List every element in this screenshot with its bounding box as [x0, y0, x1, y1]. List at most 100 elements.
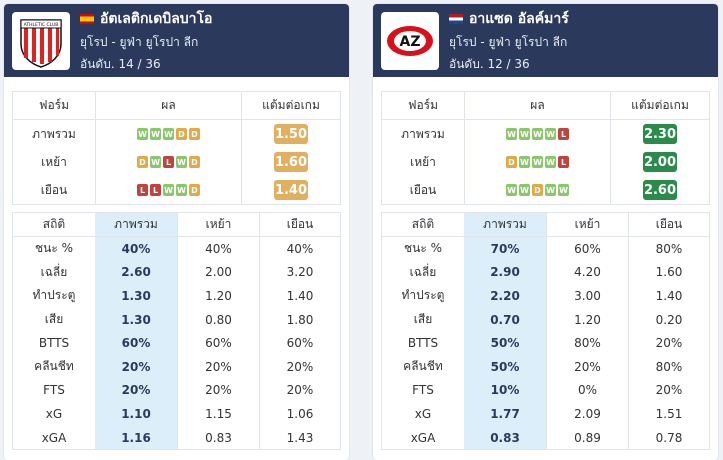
stat-value: 20% [177, 378, 259, 403]
stats-row: xG 1.10 1.15 1.06 [13, 402, 340, 426]
team-card-home: ATHLETIC CLUB อัตเลติกเดบิลบาโอ ยุโรป - … [4, 4, 349, 460]
stat-label: xGA [41, 430, 67, 445]
stat-value: 80% [546, 331, 628, 355]
stat-label: xG [414, 406, 432, 421]
form-header: ฟอร์ม [38, 98, 70, 112]
ppg-badge: 2.60 [643, 180, 677, 200]
stat-value: 0.83 [464, 425, 546, 450]
league-name[interactable]: ยุโรป - ยูฟ่า ยูโรปา ลีก [449, 34, 568, 49]
stats-header-cell: สถิติ [42, 217, 66, 231]
stats-row: คลีนชีท 20% 20% 20% [13, 354, 340, 379]
stat-label: เฉลี่ย [409, 264, 437, 279]
stats-row: xGA 0.83 0.89 0.78 [382, 425, 709, 450]
ppg-badge: 1.60 [274, 152, 308, 172]
league-name[interactable]: ยุโรป - ยูฟ่า ยูโรปา ลีก [80, 34, 199, 49]
ppg-badge: 1.50 [274, 124, 308, 144]
stat-value: 60% [177, 331, 259, 355]
stat-value: 20% [628, 378, 709, 403]
team-name[interactable]: อัตเลติกเดบิลบาโอ [100, 10, 213, 27]
stat-value: 20% [628, 331, 709, 355]
form-row-label: เยือน [40, 182, 68, 197]
result-pill: W [532, 128, 543, 140]
stats-row: ชนะ % 40% 40% 40% [13, 237, 340, 261]
stat-value: 2.90 [464, 260, 546, 285]
ppg-badge: 2.00 [643, 152, 677, 172]
team-logo-athletic-club[interactable]: ATHLETIC CLUB [12, 11, 70, 70]
result-pill: D [176, 128, 187, 140]
result-header: ผล [464, 92, 611, 119]
stats-row: FTS 20% 20% 20% [13, 378, 340, 403]
stat-value: 1.10 [95, 402, 177, 426]
stat-value: 20% [259, 354, 340, 379]
stat-value: 1.20 [177, 284, 259, 308]
stat-value: 1.80 [259, 307, 340, 332]
stat-label: คลีนชีท [403, 359, 443, 374]
stat-label: xG [45, 406, 63, 421]
stat-value: 1.20 [546, 307, 628, 332]
stats-row: ทำประตู 1.30 1.20 1.40 [13, 284, 340, 308]
stat-value: 1.51 [628, 402, 709, 426]
svg-text:AZ: AZ [400, 34, 421, 50]
result-pill: D [532, 184, 543, 196]
team-header: ATHLETIC CLUB อัตเลติกเดบิลบาโอ ยุโรป - … [4, 4, 349, 77]
stat-label: เสีย [44, 312, 64, 327]
stat-value: 3.00 [546, 284, 628, 308]
stat-value: 20% [177, 354, 259, 379]
result-pill: W [137, 128, 148, 140]
result-pill: W [545, 184, 556, 196]
team-rank: อันดับ. 14 / 36 [80, 56, 161, 71]
stat-value: 50% [464, 331, 546, 355]
result-pill: L [150, 184, 161, 196]
stats-row: FTS 10% 0% 20% [382, 378, 709, 403]
result-pill: L [558, 156, 569, 168]
team-name[interactable]: อาแซด อัลค์มาร์ [469, 10, 569, 27]
result-pill: W [519, 184, 530, 196]
stat-value: 2.60 [95, 260, 177, 285]
az-crest-icon: AZ [387, 25, 433, 56]
result-pill: W [176, 156, 187, 168]
stat-value: 1.30 [95, 307, 177, 332]
team-logo-az-alkmaar[interactable]: AZ [381, 11, 439, 70]
stats-row: ชนะ % 70% 60% 80% [382, 237, 709, 261]
team-rank: อันดับ. 12 / 36 [449, 56, 530, 71]
stat-label: ชนะ % [34, 241, 73, 256]
stat-value: 60% [259, 331, 340, 355]
form-row-label: เหย้า [410, 154, 436, 169]
stats-row: xG 1.77 2.09 1.51 [382, 402, 709, 426]
result-header: ผล [95, 92, 242, 119]
stats-header-cell: สถิติ [411, 217, 435, 231]
stat-value: 0.80 [177, 307, 259, 332]
stat-value: 20% [259, 378, 340, 403]
form-row-label: เหย้า [41, 154, 67, 169]
stats-header-cell: ภาพรวม [95, 213, 177, 236]
ppg-header: แต้มต่อเกม [262, 98, 320, 112]
stats-table: สถิติ ภาพรวม เหย้า เยือน ชนะ % 70% 60% 80% เฉลี่… [381, 212, 710, 451]
stat-label: คลีนชีท [34, 359, 74, 374]
stats-row: เฉลี่ย 2.90 4.20 1.60 [382, 260, 709, 285]
stats-header-cell: เยือน [628, 213, 709, 236]
result-pill: D [189, 156, 200, 168]
result-pill: W [163, 184, 174, 196]
stats-row: ทำประตู 2.20 3.00 1.40 [382, 284, 709, 308]
stats-header-cell: เหย้า [546, 213, 628, 236]
stat-label: ชนะ % [403, 241, 442, 256]
stats-header-cell: ภาพรวม [464, 213, 546, 236]
result-pill: L [137, 184, 148, 196]
stat-value: 0.78 [628, 425, 709, 450]
team-header: AZ อาแซด อัลค์มาร์ ยุโรป - ยูฟ่า ยูโรปา … [373, 4, 718, 77]
result-pill: W [163, 128, 174, 140]
stat-value: 50% [464, 354, 546, 379]
form-row-label: เยือน [409, 182, 437, 197]
stat-label: BTTS [407, 336, 439, 351]
stat-value: 20% [546, 354, 628, 379]
result-pill: W [545, 156, 556, 168]
stat-value: 1.60 [628, 260, 709, 285]
stat-value: 60% [546, 237, 628, 261]
